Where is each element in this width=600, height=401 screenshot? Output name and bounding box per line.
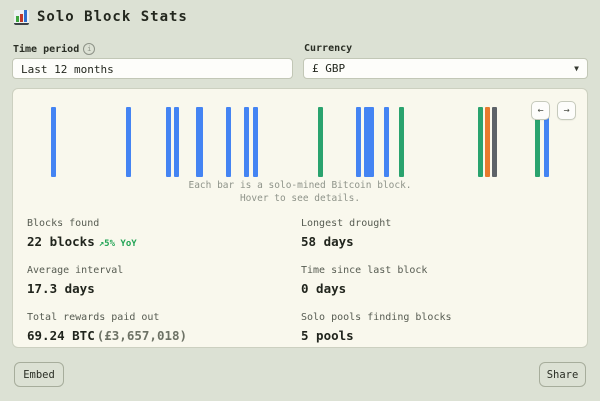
block-bar[interactable] [166,107,171,177]
embed-button-label: Embed [23,368,55,381]
currency-label-text: Currency [304,43,353,54]
stat-longest-drought: Longest drought 58 days [301,218,575,249]
currency-label: Currency [304,43,352,54]
stat-average-interval: Average interval 17.3 days [27,265,301,296]
block-bar[interactable] [126,107,131,177]
bars-container [13,107,587,177]
yoy-badge: ↗5% YoY [98,239,137,249]
stat-value: 69.24 BTC [27,328,95,343]
block-bar[interactable] [174,107,179,177]
stat-label: Longest drought [301,218,392,229]
block-bar[interactable] [535,107,540,177]
stat-label: Time since last block [301,265,428,276]
share-button[interactable]: Share [539,362,586,387]
stat-label: Total rewards paid out [27,312,160,323]
block-bar[interactable] [384,107,389,177]
embed-button[interactable]: Embed [14,362,64,387]
block-bar[interactable] [364,107,374,177]
block-bar[interactable] [356,107,361,177]
stat-total-rewards: Total rewards paid out 69.24 BTC (£3,657,… [27,312,301,343]
currency-selected-value: £ GBP [312,62,346,75]
time-period-label: Time period i [13,43,96,55]
next-period-button[interactable]: → [557,101,576,120]
stats-panel: ← → Each bar is a solo-mined Bitcoin blo… [12,88,588,348]
arrow-left-icon: ← [537,105,544,116]
arrow-right-icon: → [563,105,570,116]
time-period-label-text: Time period [13,43,80,55]
stat-solo-pools: Solo pools finding blocks 5 pools [301,312,575,343]
currency-select[interactable]: £ GBP ▼ [303,58,588,79]
block-bar[interactable] [399,107,404,177]
page-title: Solo Block Stats [37,9,188,25]
block-bar[interactable] [196,107,203,177]
chevron-down-icon: ▼ [574,64,579,73]
stat-value: 0 days [301,281,347,296]
block-bar[interactable] [253,107,258,177]
stat-label: Average interval [27,265,124,276]
share-button-label: Share [546,368,579,381]
stat-value: 17.3 days [27,281,95,296]
block-bar[interactable] [51,107,56,177]
block-bar[interactable] [478,107,483,177]
time-period-input[interactable] [12,58,293,79]
block-bar[interactable] [485,107,490,177]
bar-chart-icon [14,9,29,25]
stat-time-since-last-block: Time since last block 0 days [301,265,575,296]
stat-label: Blocks found [27,218,100,229]
stats-grid: Blocks found 22 blocks ↗5% YoY Longest dr… [27,218,575,343]
prev-period-button[interactable]: ← [531,101,550,120]
chart-caption-line2: Hover to see details. [239,193,361,204]
chart-caption-line1: Each bar is a solo-mined Bitcoin block. [188,180,412,191]
block-bar[interactable] [544,107,549,177]
block-bar[interactable] [244,107,249,177]
stat-value: 22 blocks [27,234,95,249]
block-bar[interactable] [492,107,497,177]
stat-label: Solo pools finding blocks [301,312,452,323]
block-bar[interactable] [226,107,231,177]
stat-blocks-found: Blocks found 22 blocks ↗5% YoY [27,218,301,249]
header: Solo Block Stats [14,9,188,25]
chart-caption: Each bar is a solo-mined Bitcoin block. … [13,179,587,205]
stat-value-suffix: (£3,657,018) [96,328,188,343]
info-icon[interactable]: i [83,43,96,55]
stat-value: 5 pools [301,328,354,343]
block-bar[interactable] [318,107,323,177]
stat-value: 58 days [301,234,354,249]
